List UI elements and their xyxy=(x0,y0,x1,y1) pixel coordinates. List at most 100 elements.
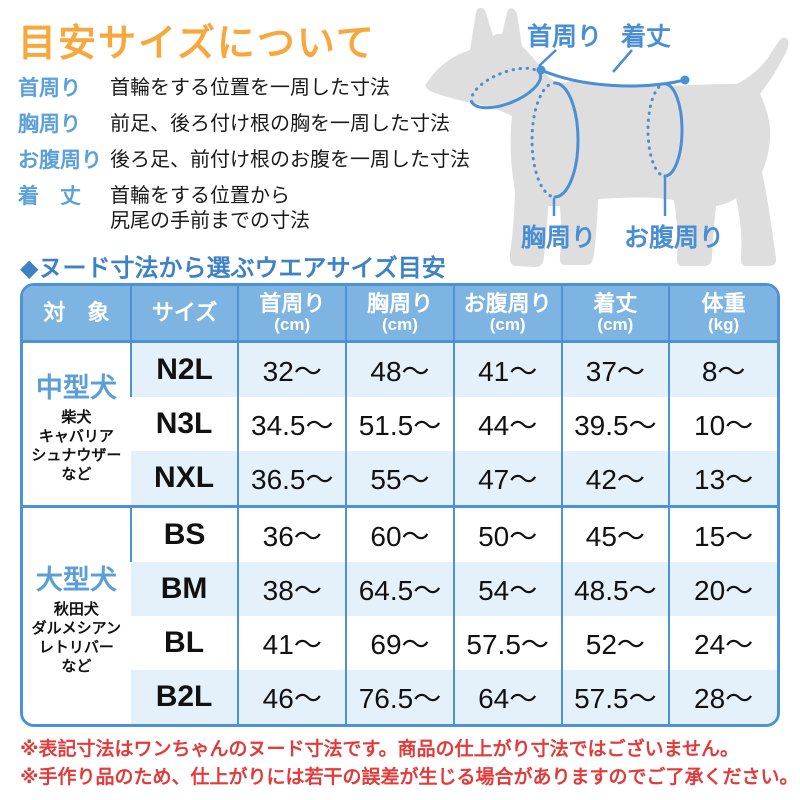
size-cell: N3L xyxy=(130,397,239,451)
weight-value: 8～ xyxy=(668,341,777,397)
neck-value: 41～ xyxy=(237,616,347,670)
definition-desc-line2: 尻尾の手前までの寸法 xyxy=(110,210,310,232)
neck-value: 36.5～ xyxy=(237,451,347,507)
section-title: ◆ヌード寸法から選ぶウエアサイズ目安 xyxy=(20,255,446,282)
breed: キャバリア xyxy=(38,428,114,445)
table-row-bl: BL 41～ 69～ 57.5～ 52～ 24～ xyxy=(23,616,777,670)
header-target: 対 象 xyxy=(23,286,131,343)
definition-belly: お腹周り 後ろ足、前付け根のお腹を一周した寸法 xyxy=(18,148,518,173)
definition-term: お腹周り xyxy=(18,149,102,172)
weight-value: 24～ xyxy=(668,616,777,670)
neck-girth-ellipse-solid xyxy=(470,72,543,110)
weight-value: 10～ xyxy=(668,397,777,451)
length-value: 37～ xyxy=(560,341,670,397)
size-cell: N2L xyxy=(129,341,239,397)
table-row-n3l: N3L 34.5～ 51.5～ 44～ 39.5～ 10～ xyxy=(23,397,777,451)
header-belly: お腹周り (cm) xyxy=(452,286,562,343)
group-cell-large-dogs: 大型犬 秋田犬 ダルメシアン レトリバー など xyxy=(23,505,131,724)
definition-desc-line1: 首輪をする位置から xyxy=(110,185,290,207)
length-value: 57.5～ xyxy=(560,670,670,724)
size-cell: BL xyxy=(130,616,239,670)
header-neck: 首周り (cm) xyxy=(237,286,347,343)
diagram-length-label: 着丈 xyxy=(621,23,672,51)
header-chest: 胸周り (cm) xyxy=(345,286,454,343)
chest-value: 60～ xyxy=(345,505,454,562)
length-value: 42～ xyxy=(560,451,670,507)
neck-value: 36～ xyxy=(237,505,347,562)
size-cell: B2L xyxy=(130,670,239,724)
diagram-neck-label: 首周り xyxy=(527,23,603,51)
length-value: 48.5～ xyxy=(560,562,670,616)
length-value: 39.5～ xyxy=(560,397,670,451)
neck-value: 34.5～ xyxy=(237,397,347,451)
belly-value: 41～ xyxy=(452,341,562,397)
group-name: 中型犬 xyxy=(35,373,117,403)
size-cell: BM xyxy=(130,562,239,616)
chest-value: 55～ xyxy=(345,451,454,507)
diagram-chest-label: 胸周り xyxy=(521,224,597,252)
size-table-grid: 対 象 サイズ 首周り (cm) 胸周り (cm) お腹周り (cm) 着丈 (cm) … xyxy=(23,286,777,724)
length-value: 45～ xyxy=(560,505,670,562)
definition-desc: 首輪をする位置から 尻尾の手前までの寸法 xyxy=(110,184,310,234)
chest-value: 64.5～ xyxy=(345,562,454,616)
belly-value: 54～ xyxy=(452,562,562,616)
table-row-bm: BM 38～ 64.5～ 54～ 48.5～ 20～ xyxy=(23,562,777,616)
weight-value: 13～ xyxy=(668,451,777,507)
definition-term: 着 丈 xyxy=(18,185,81,208)
table-row-n2l: 中型犬 柴犬 キャバリア シュナウザー など N2L 32～ 48～ 41～ 3… xyxy=(23,341,777,507)
breed: など xyxy=(61,466,92,483)
neck-value: 46～ xyxy=(237,670,347,724)
dog-diagram-svg xyxy=(425,7,789,267)
size-cell: NXL xyxy=(130,451,239,507)
header-weight: 体重 (kg) xyxy=(668,286,777,343)
definition-desc: 後ろ足、前付け根のお腹を一周した寸法 xyxy=(110,149,470,171)
definition-term: 胸周り xyxy=(18,113,81,136)
definition-length: 着 丈 首輪をする位置から 尻尾の手前までの寸法 xyxy=(18,184,518,234)
breed: 柴犬 xyxy=(61,409,92,426)
breed: ダルメシアン xyxy=(31,620,122,637)
length-leader-line xyxy=(612,49,633,73)
neck-girth-ellipse-dotted xyxy=(469,66,542,104)
chest-girth-ellipse-solid xyxy=(553,81,580,199)
table-row-b2l: B2L 46～ 76.5～ 64～ 57.5～ 28～ xyxy=(23,670,777,724)
group-cell-medium-dogs: 中型犬 柴犬 キャバリア シュナウザー など xyxy=(23,341,131,507)
header-length: 着丈 (cm) xyxy=(560,286,670,343)
belly-value: 50～ xyxy=(452,505,562,562)
definition-chest: 胸周り 前足、後ろ付け根の胸を一周した寸法 xyxy=(18,112,518,137)
back-length-end-dot xyxy=(680,75,690,85)
belly-value: 47～ xyxy=(452,451,562,507)
chest-value: 76.5～ xyxy=(345,670,454,724)
breed: レトリバー xyxy=(38,639,114,656)
chest-girth-ellipse-dotted xyxy=(530,81,557,199)
footer-notes: ※表記寸法はワンちゃんのヌード寸法です。商品の仕上がり寸法ではございません。 ※… xyxy=(20,736,799,792)
back-length-start-dot xyxy=(536,65,546,75)
page-title: 目安サイズについて xyxy=(18,23,376,65)
header-size: サイズ xyxy=(129,286,239,343)
neck-value: 32～ xyxy=(237,341,347,397)
belly-value: 64～ xyxy=(452,670,562,724)
chest-value: 48～ xyxy=(345,341,454,397)
belly-value: 44～ xyxy=(452,397,562,451)
dog-silhouette xyxy=(425,7,789,267)
neck-leader-line xyxy=(538,49,557,67)
back-length-line xyxy=(539,68,687,88)
dog-measurement-diagram xyxy=(418,0,800,278)
chest-value: 51.5～ xyxy=(345,397,454,451)
breed: 秋田犬 xyxy=(53,601,99,618)
length-value: 52～ xyxy=(560,616,670,670)
definition-term: 首周り xyxy=(18,77,81,100)
belly-girth-ellipse-dotted xyxy=(646,82,667,178)
breed: など xyxy=(61,658,92,675)
weight-value: 28～ xyxy=(668,670,777,724)
breed: シュナウザー xyxy=(31,447,122,464)
note-line: ※表記寸法はワンちゃんのヌード寸法です。商品の仕上がり寸法ではございません。 xyxy=(20,739,740,760)
definition-desc: 前足、後ろ付け根の胸を一周した寸法 xyxy=(110,113,450,135)
size-cell: BS xyxy=(129,505,239,562)
note-line: ※手作り品のため、仕上がりには若干の誤差が生じる場合がありますのでご了承ください… xyxy=(20,767,799,788)
definition-neck: 首周り 首輪をする位置を一周した寸法 xyxy=(18,76,518,101)
chest-value: 69～ xyxy=(345,616,454,670)
size-table-header: 対 象 サイズ 首周り (cm) 胸周り (cm) お腹周り (cm) 着丈 (cm) … xyxy=(23,286,777,343)
belly-value: 57.5～ xyxy=(452,616,562,670)
table-row-nxl: NXL 36.5～ 55～ 47～ 42～ 13～ xyxy=(23,451,777,507)
